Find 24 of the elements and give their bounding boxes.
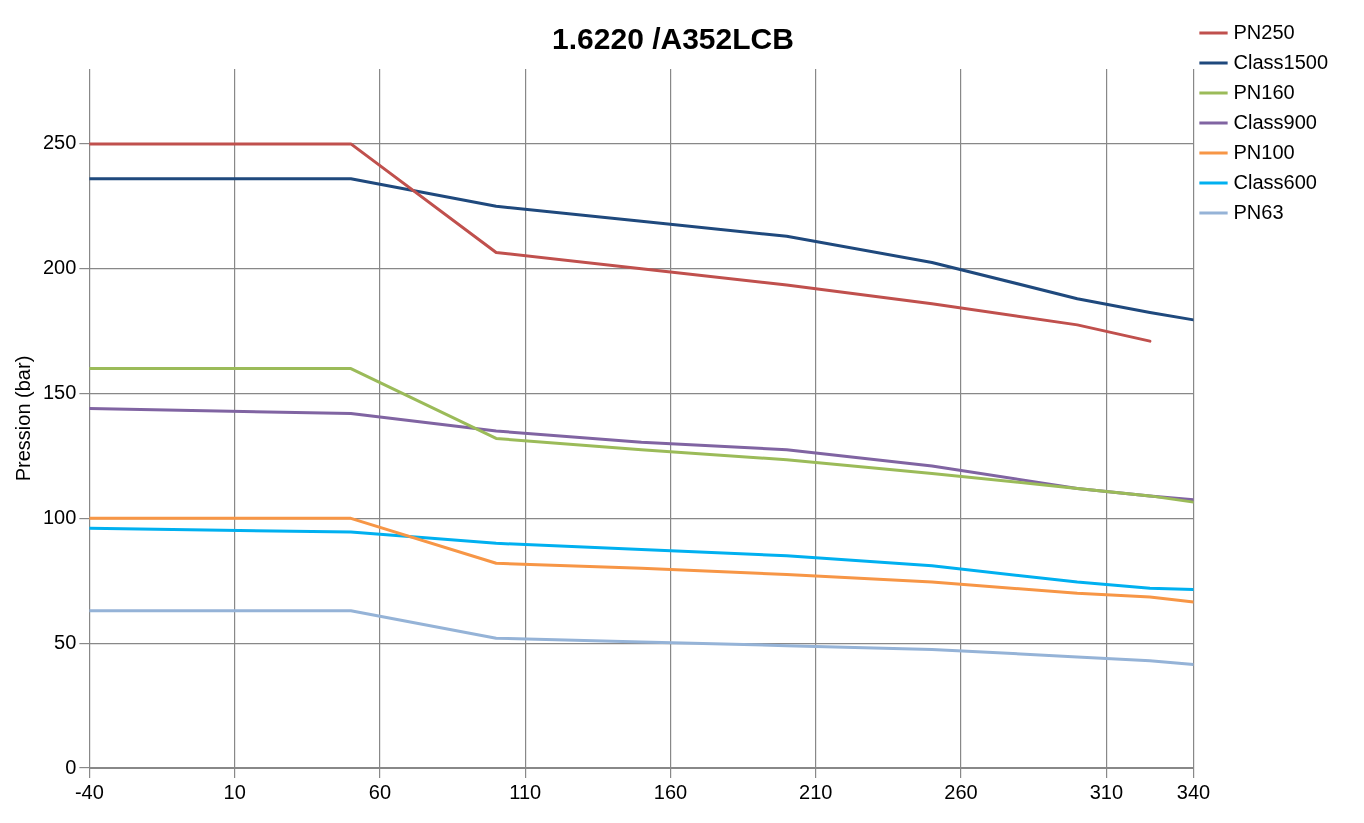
legend-label: PN160	[1233, 80, 1295, 103]
y-tick-label: 150	[42, 381, 77, 404]
legend-label: PN250	[1233, 20, 1295, 43]
y-axis-title: Pression (bar)	[11, 355, 34, 482]
x-tick-label: 210	[799, 780, 833, 803]
legend-label: Class1500	[1233, 50, 1329, 73]
x-tick-label: -40	[74, 780, 104, 803]
y-tick-label: 50	[54, 630, 77, 653]
x-tick-label: 260	[944, 780, 978, 803]
legend-label: PN100	[1233, 140, 1295, 163]
x-tick-label: 110	[509, 780, 542, 803]
chart-title: 1.6220 /A352LCB	[552, 22, 794, 56]
y-tick-label: 100	[42, 505, 77, 528]
x-tick-label: 310	[1089, 780, 1124, 803]
x-tick-label: 60	[368, 780, 392, 803]
legend-label: PN63	[1233, 200, 1284, 223]
y-tick-label: 250	[42, 131, 77, 154]
y-tick-label: 200	[42, 256, 77, 279]
x-tick-label: 160	[653, 780, 688, 803]
x-tick-label: 10	[223, 780, 246, 803]
y-tick-label: 0	[65, 755, 77, 778]
legend-label: Class600	[1233, 170, 1317, 193]
legend-label: Class900	[1233, 110, 1317, 133]
x-tick-label: 340	[1176, 780, 1211, 803]
